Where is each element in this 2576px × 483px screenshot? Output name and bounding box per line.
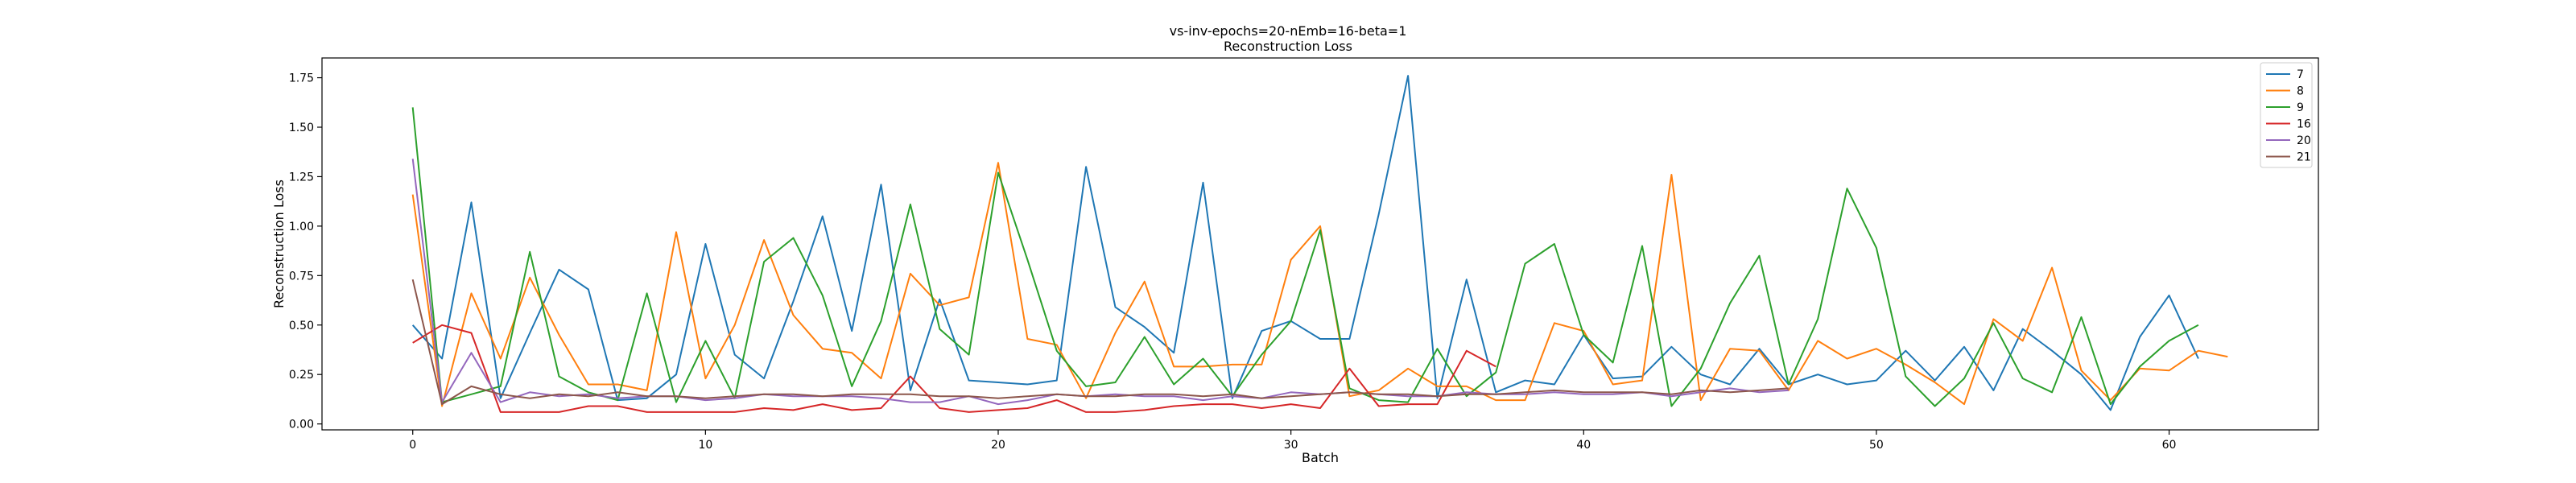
plot-frame xyxy=(321,57,2319,431)
y-tick-label: 0.00 xyxy=(289,419,314,431)
series-line-9 xyxy=(411,107,2199,407)
series-line-8 xyxy=(411,162,2228,407)
x-tick-label: 60 xyxy=(2162,439,2177,452)
series-line-21 xyxy=(411,279,1789,406)
y-tick-label: 1.50 xyxy=(289,122,314,134)
x-tick-label: 0 xyxy=(409,439,416,452)
legend-label-21: 21 xyxy=(2297,151,2311,164)
legend-items: 7 8 9 16 20 21 xyxy=(2266,68,2311,164)
y-axis-label: Reconstruction Loss xyxy=(271,180,287,308)
legend-label-8: 8 xyxy=(2297,85,2304,98)
y-axis: 0.00 0.25 0.50 0.75 1.00 1.25 1.50 1.75 xyxy=(289,72,322,431)
y-tick-label: 0.25 xyxy=(289,369,314,382)
x-tick-label: 30 xyxy=(1284,439,1298,452)
series-line-20 xyxy=(411,159,1789,406)
y-tick-label: 0.50 xyxy=(289,320,314,332)
chart-title: vs-inv-epochs=20-nEmb=16-beta=1 xyxy=(1170,23,1407,39)
y-tick-label: 0.75 xyxy=(289,270,314,283)
legend-label-9: 9 xyxy=(2297,101,2304,114)
x-tick-label: 10 xyxy=(698,439,712,452)
legend-label-20: 20 xyxy=(2297,134,2311,147)
x-tick-label: 50 xyxy=(1869,439,1884,452)
x-tick-label: 40 xyxy=(1576,439,1591,452)
legend: 7 8 9 16 20 21 xyxy=(2260,62,2313,168)
legend-label-7: 7 xyxy=(2297,68,2304,81)
y-tick-label: 1.75 xyxy=(289,72,314,85)
x-axis-label: Batch xyxy=(1302,450,1339,465)
x-tick-label: 20 xyxy=(991,439,1005,452)
legend-frame xyxy=(2260,62,2313,168)
chart-subtitle: Reconstruction Loss xyxy=(1224,39,1352,54)
y-tick-label: 1.00 xyxy=(289,221,314,233)
y-tick-label: 1.25 xyxy=(289,171,314,184)
legend-label-16: 16 xyxy=(2297,118,2311,131)
series-layer xyxy=(411,75,2228,413)
x-axis: 0 10 20 30 40 50 60 xyxy=(409,430,2176,452)
series-line-16 xyxy=(412,324,1496,413)
plot-area: 0 10 20 30 40 50 60 0.00 0.25 0.50 0.75 1.00 1.25 1.… xyxy=(289,57,2319,452)
